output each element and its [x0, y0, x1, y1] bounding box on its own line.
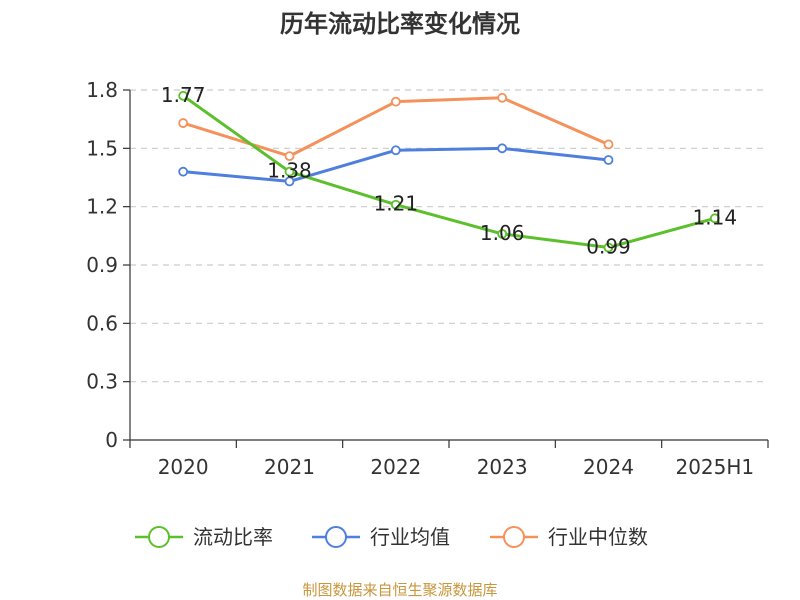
- x-tick-label: 2022: [370, 455, 421, 479]
- axes: 0 0.3 0.6 0.9 1.2 1.5 1.8 2020 2021 2022 2023 2024 2…: [86, 78, 769, 479]
- data-point-2: [390, 96, 401, 107]
- data-label: 1.06: [480, 221, 525, 245]
- y-tick-label: 1.5: [86, 136, 118, 160]
- legend-label: 行业中位数: [548, 525, 648, 549]
- data-point-1: [390, 145, 401, 156]
- data-label: 1.38: [267, 159, 312, 183]
- data-label: 1.14: [693, 205, 738, 229]
- x-tick-label: 2020: [158, 455, 209, 479]
- data-label: 0.99: [586, 235, 631, 259]
- data-point-1: [497, 143, 508, 154]
- data-point-0: [284, 166, 295, 177]
- data-point-2: [497, 92, 508, 103]
- legend-marker: [325, 526, 347, 548]
- data-point-2: [603, 139, 614, 150]
- data-point-0: [390, 199, 401, 210]
- x-tick-label: 2024: [583, 455, 634, 479]
- data-labels: 1.77 1.38 1.21 1.06 0.99 1.14: [161, 83, 737, 259]
- data-point-1: [603, 155, 614, 165]
- data-point-0: [709, 213, 720, 224]
- y-tick-label: 0.3: [86, 370, 118, 394]
- series-line-0: [182, 94, 716, 249]
- legend-label: 流动比率: [193, 525, 273, 549]
- data-point-2: [284, 151, 295, 162]
- data-label: 1.77: [161, 83, 206, 107]
- data-point-1: [284, 176, 295, 187]
- data-point-1: [178, 166, 189, 177]
- chart-title: 历年流动比率变化情况: [280, 10, 520, 38]
- source-note: 制图数据来自恒生聚源数据库: [302, 581, 497, 599]
- legend-item-1: 行业均值: [312, 525, 450, 549]
- y-tick-label: 1.8: [86, 78, 118, 102]
- legend-marker: [503, 526, 525, 548]
- y-tick-label: 0: [105, 428, 118, 452]
- series-group: [178, 90, 720, 253]
- x-tick-label: 2023: [477, 455, 528, 479]
- x-tick-label: 2021: [264, 455, 315, 479]
- y-tick-label: 1.2: [86, 195, 118, 219]
- data-point-0: [497, 228, 508, 239]
- y-tick-label: 0.6: [86, 311, 118, 335]
- legend-label: 行业均值: [370, 525, 450, 549]
- x-tick-label: 2025H1: [675, 455, 754, 479]
- legend-item-2: 行业中位数: [490, 525, 648, 549]
- legend-marker: [148, 526, 170, 548]
- grid-lines: [130, 89, 768, 383]
- legend: 流动比率 行业均值 行业中位数: [135, 525, 648, 549]
- data-point-0: [603, 242, 614, 253]
- data-point-0: [178, 90, 189, 101]
- data-label: 1.21: [374, 192, 419, 216]
- data-point-2: [178, 118, 189, 128]
- legend-item-0: 流动比率: [135, 525, 273, 549]
- y-tick-label: 0.9: [86, 253, 118, 277]
